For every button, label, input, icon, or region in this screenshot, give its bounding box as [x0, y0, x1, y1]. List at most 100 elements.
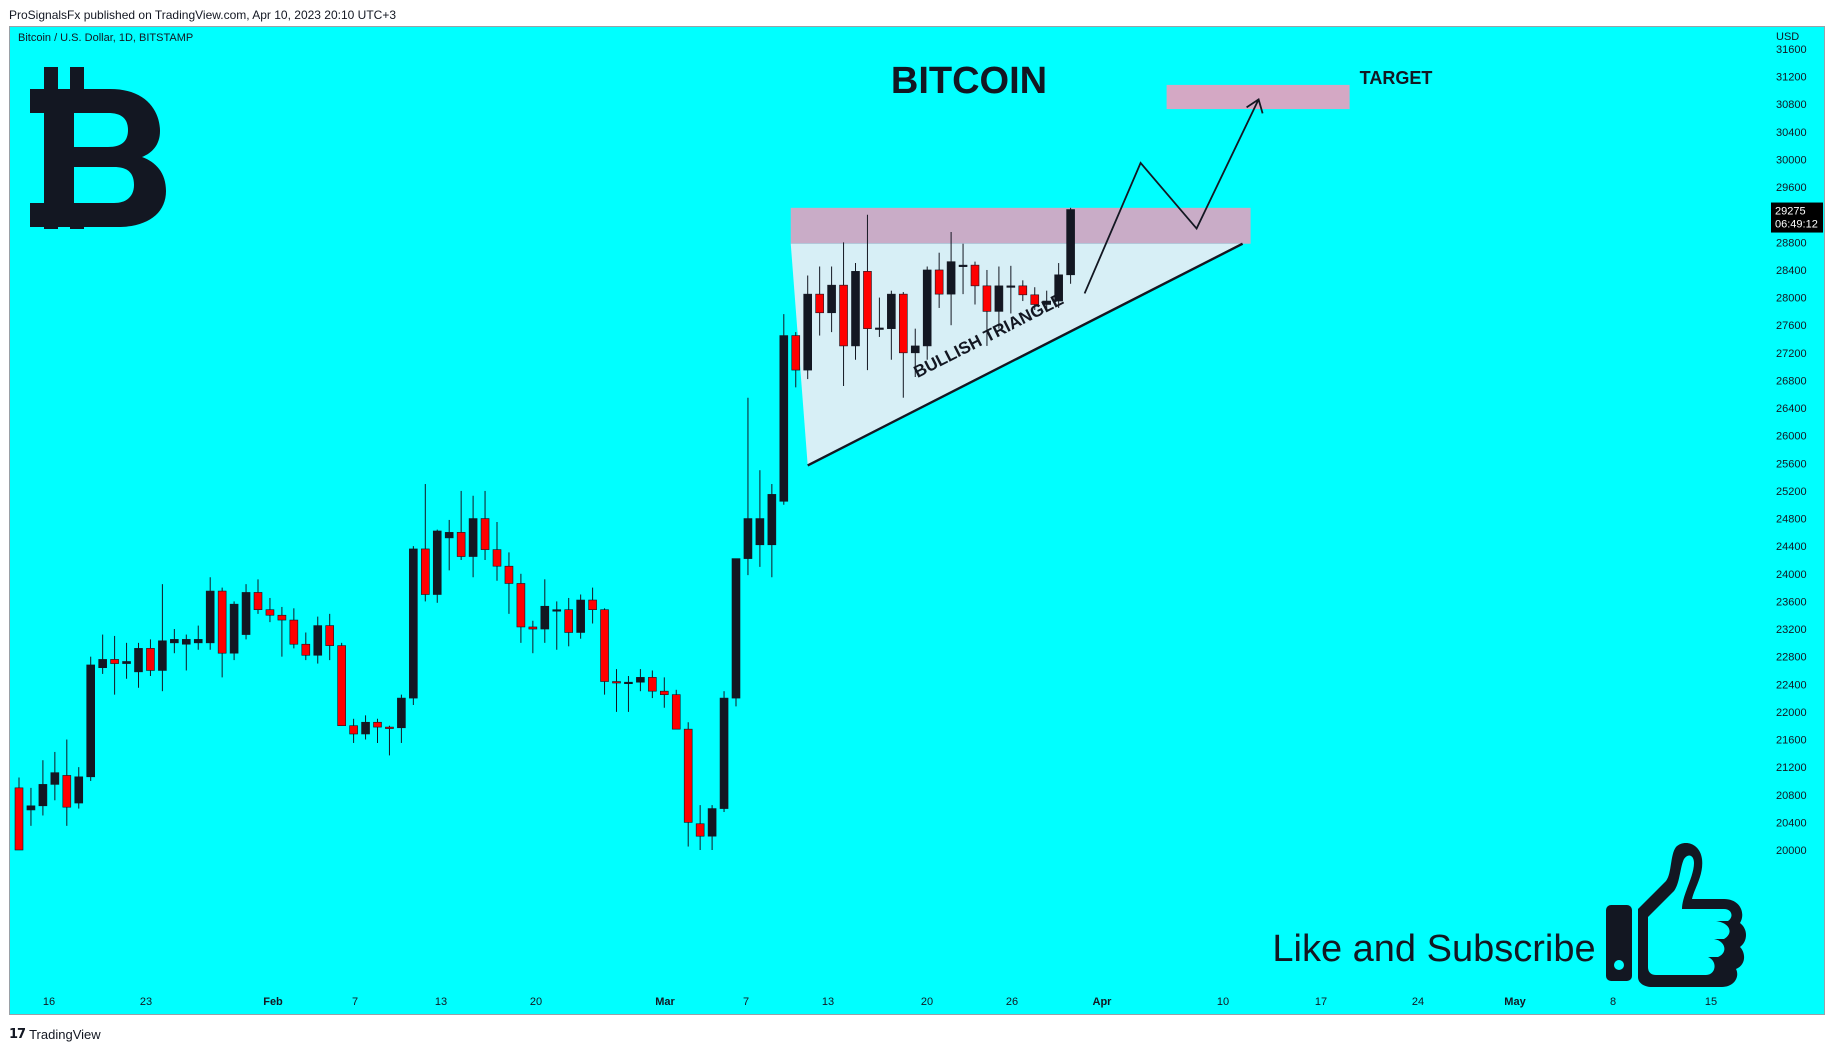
y-tick-label: 24800 — [1776, 514, 1807, 526]
candle-body — [982, 285, 992, 312]
candle-body — [146, 648, 155, 671]
candle-body — [110, 659, 119, 664]
candle-body — [731, 558, 741, 699]
candle-body — [170, 639, 179, 644]
y-tick-label: 27600 — [1776, 320, 1807, 332]
y-tick-label: 26000 — [1776, 431, 1807, 443]
x-tick-label: 16 — [43, 996, 55, 1008]
cta-text: Like and Subscribe — [1272, 928, 1595, 970]
candle-body — [409, 548, 418, 699]
candle-body — [193, 639, 203, 644]
candle-body — [74, 776, 84, 804]
target-label: TARGET — [1360, 68, 1433, 88]
candle-body — [815, 293, 824, 314]
last-price-marker[interactable] — [1771, 202, 1823, 233]
candle-body — [241, 592, 251, 635]
candle-body — [349, 725, 358, 735]
candle-body — [1018, 285, 1028, 296]
y-tick-label: 26800 — [1776, 375, 1807, 387]
candle-body — [683, 728, 693, 823]
x-tick-label: 15 — [1705, 996, 1717, 1008]
x-tick-label: Mar — [655, 996, 675, 1008]
candle-body — [994, 285, 1004, 312]
y-tick-label: 20400 — [1776, 817, 1807, 829]
x-tick-label: 7 — [352, 996, 358, 1008]
brand-label: TradingView — [29, 1027, 101, 1042]
candle-body — [134, 648, 143, 673]
y-tick-label: 31600 — [1776, 44, 1807, 56]
price-axis[interactable]: 20000 20400 20800 21200 21600 22000 22400 22800… — [1771, 44, 1823, 857]
candle-body — [588, 599, 597, 611]
y-tick-label: 22000 — [1776, 707, 1807, 719]
x-tick-label: 20 — [921, 996, 933, 1008]
candle-body — [839, 284, 848, 347]
y-tick-label: 28000 — [1776, 293, 1807, 305]
chart-background — [10, 27, 1824, 1014]
candle-body — [14, 787, 24, 851]
y-tick-label: 25600 — [1776, 458, 1807, 470]
x-tick-label: 26 — [1006, 996, 1018, 1008]
candle-body — [122, 661, 131, 664]
candle-body — [98, 659, 107, 669]
candle-body — [26, 805, 36, 811]
y-tick-label: 23200 — [1776, 624, 1807, 636]
candle-body — [325, 625, 335, 646]
last-price-label: 29275 — [1775, 206, 1806, 218]
candle-body — [898, 293, 908, 354]
time-axis[interactable]: 16 23 Feb 7 13 20 Mar 7 13 20 26 Apr 10 17 24 May 8 15 — [43, 996, 1717, 1008]
y-tick-label: 30400 — [1776, 127, 1807, 139]
candle-body — [755, 518, 765, 546]
candle-body — [468, 518, 478, 557]
candle-body — [791, 335, 801, 371]
candle-body — [1066, 209, 1075, 276]
price-chart[interactable]: 20000 20400 20800 21200 21600 22000 22400 22800… — [10, 27, 1825, 1015]
chart-frame[interactable]: 20000 20400 20800 21200 21600 22000 22400 22800… — [9, 26, 1825, 1015]
candle-body — [50, 772, 60, 785]
candle-body — [564, 609, 574, 633]
x-tick-label: 13 — [822, 996, 834, 1008]
x-tick-label: 8 — [1610, 996, 1616, 1008]
x-tick-label: 23 — [140, 996, 152, 1008]
candle-body — [540, 605, 550, 630]
candle-body — [636, 677, 645, 683]
x-tick-label: 24 — [1412, 996, 1424, 1008]
candle-body — [385, 726, 394, 729]
tradingview-footer[interactable]: 17 TradingView — [9, 1027, 101, 1042]
y-tick-label: 28400 — [1776, 265, 1807, 277]
candle-body — [229, 603, 239, 654]
x-tick-label: 7 — [743, 996, 749, 1008]
y-tick-label: 23600 — [1776, 596, 1807, 608]
candle-body — [576, 599, 585, 633]
y-tick-label: 24400 — [1776, 541, 1807, 553]
candle-body — [612, 681, 621, 684]
candles-group — [14, 207, 1075, 851]
candle-body — [671, 694, 681, 730]
candle-body — [887, 293, 896, 329]
candle-body — [397, 697, 406, 729]
projection-annotations — [807, 97, 1264, 467]
y-tick-label: 30000 — [1776, 154, 1807, 166]
candle-body — [158, 640, 167, 671]
resistance-zone — [790, 207, 1251, 244]
candle-body — [779, 335, 789, 502]
y-tick-label: 26400 — [1776, 403, 1807, 415]
candle-body — [922, 269, 932, 347]
candle-body — [851, 271, 860, 347]
y-tick-label: 31200 — [1776, 72, 1807, 84]
candle-body — [875, 327, 884, 330]
candle-body — [946, 261, 956, 295]
candle-body — [62, 775, 72, 808]
y-tick-label: 21600 — [1776, 735, 1807, 747]
y-tick-label: 28800 — [1776, 237, 1807, 249]
candle-body — [373, 721, 382, 728]
y-tick-label: 24000 — [1776, 569, 1807, 581]
thumbs-up-icon[interactable] — [1606, 843, 1746, 987]
candle-body — [492, 549, 502, 567]
tradingview-logo-icon: 17 — [9, 1027, 26, 1042]
candle-body — [480, 518, 490, 550]
symbol-label: Bitcoin / U.S. Dollar, 1D, BITSTAMP — [18, 32, 193, 44]
x-tick-label: 13 — [435, 996, 447, 1008]
trendline-support — [807, 242, 1244, 467]
y-tick-label: 20000 — [1776, 845, 1807, 857]
candle-body — [659, 690, 669, 695]
